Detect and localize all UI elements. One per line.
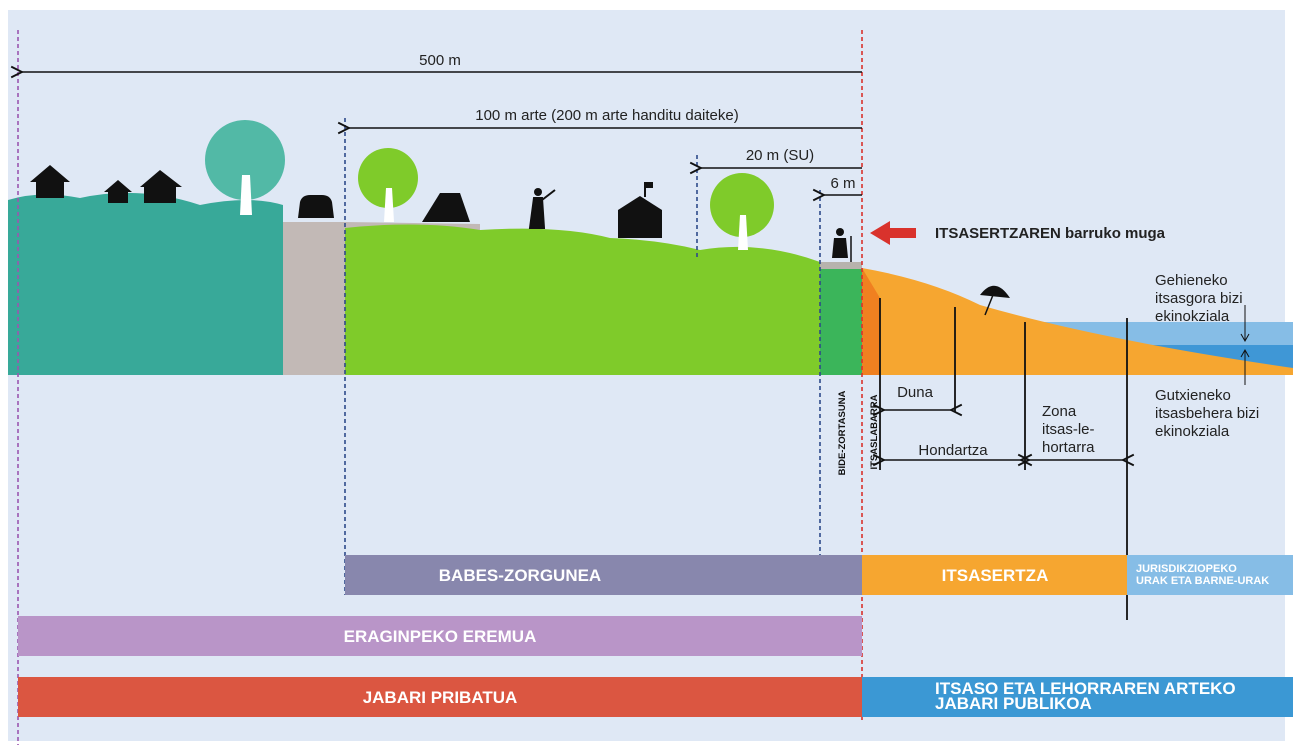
icons-circle <box>534 188 542 196</box>
bands-text: ERAGINPEKO EREMUA <box>344 627 537 646</box>
distance-label: 100 m arte (200 m arte handitu daiteke) <box>475 107 738 124</box>
distance-label: 500 m <box>419 52 461 69</box>
bands-text-tspan: JABARI PUBLIKOA <box>935 694 1092 713</box>
tide-labels-text-tspan: Gutxieneko <box>1155 387 1231 404</box>
beach-zones-text: ITSASLABARRA <box>869 394 880 469</box>
tide-labels-text-tspan: itsasbehera bizi <box>1155 405 1259 422</box>
icons-rect <box>645 182 653 188</box>
tide-labels-text-tspan: itsasgora bizi <box>1155 290 1243 307</box>
beach-zones-text-tspan: Zona <box>1042 403 1077 420</box>
bands-text: ITSASERTZA <box>942 566 1049 585</box>
bands-rect <box>345 555 862 595</box>
icons-path <box>240 175 252 215</box>
landscape-rect <box>820 262 862 269</box>
inner-limit-label: ITSASERTZAREN barruko muga <box>935 225 1166 242</box>
diagram: 500 m 100 m arte (200 m arte handitu dai… <box>0 0 1293 749</box>
distance-label: 6 m <box>830 175 855 192</box>
beach-zones-text: BIDE-ZORTASUNA <box>837 390 848 475</box>
landscape-rect <box>820 268 862 375</box>
icons-circle <box>836 228 844 236</box>
icons-path <box>832 238 848 258</box>
landscape-path <box>8 193 283 375</box>
landscape-path <box>283 222 345 375</box>
beach-zones-text-tspan: hortarra <box>1042 439 1095 456</box>
tide-labels-text-tspan: ekinokziala <box>1155 308 1230 325</box>
distance-label: 20 m (SU) <box>746 147 814 164</box>
bands-text-tspan: JURISDIKZIOPEKO <box>1136 563 1237 575</box>
beach-zones-text: Hondartza <box>918 442 988 459</box>
beach-zones-text-tspan: itsas-le- <box>1042 421 1095 438</box>
bands-text-tspan: URAK ETA BARNE-URAK <box>1136 575 1269 587</box>
bands-text: JABARI PRIBATUA <box>363 688 518 707</box>
icons-path <box>298 195 334 218</box>
page: 500 m 100 m arte (200 m arte handitu dai… <box>0 0 1293 749</box>
tide-labels-text-tspan: ekinokziala <box>1155 423 1230 440</box>
tide-labels-text-tspan: Gehieneko <box>1155 272 1228 289</box>
beach-zones-text: Duna <box>897 384 934 401</box>
bands-text: BABES-ZORGUNEA <box>439 566 601 585</box>
